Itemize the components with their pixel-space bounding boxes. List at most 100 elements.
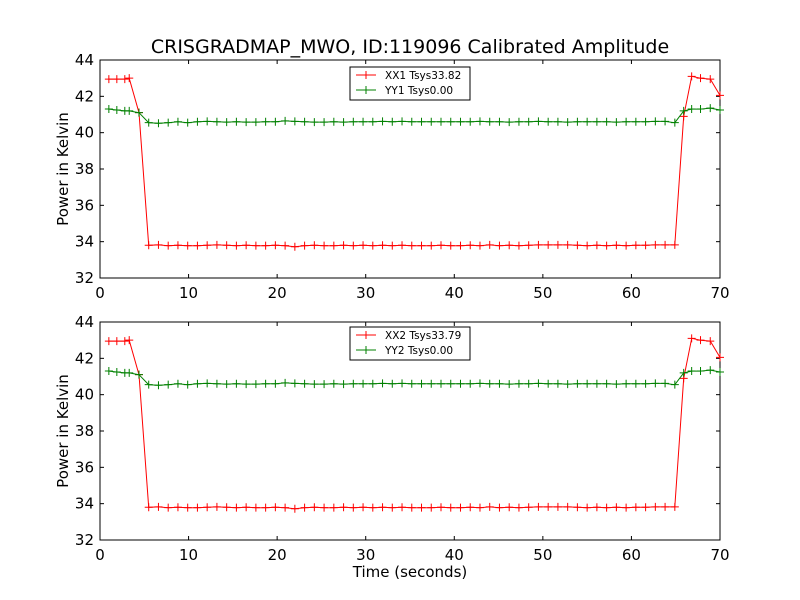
x-tick-label: 70 [710, 546, 729, 564]
data-point-marker [417, 379, 426, 388]
data-point-marker [232, 503, 241, 512]
data-point-marker [456, 379, 465, 388]
data-point-marker [125, 368, 134, 377]
data-point-marker [524, 241, 533, 250]
legend: XX1 Tsys33.82 YY1 Tsys0.00 [349, 66, 471, 101]
data-point-marker [573, 117, 582, 126]
data-point-marker [622, 379, 631, 388]
x-tick-label: 0 [95, 284, 105, 302]
data-point-marker [339, 503, 348, 512]
data-point-marker [271, 117, 280, 126]
data-point-marker [251, 118, 260, 127]
data-point-marker [456, 241, 465, 250]
legend-frame [349, 66, 471, 101]
data-point-marker [320, 380, 329, 389]
y-tick-label: 42 [75, 349, 94, 367]
data-point-marker [573, 379, 582, 388]
data-point-marker [651, 117, 660, 126]
data-point-marker [706, 337, 715, 346]
data-point-marker [154, 119, 163, 128]
x-tick-label: 70 [710, 284, 729, 302]
data-point-marker [144, 380, 153, 389]
data-point-marker [134, 370, 143, 379]
data-point-marker [563, 380, 572, 389]
data-point-marker [212, 379, 221, 388]
y-tick-label: 32 [75, 531, 94, 549]
data-point-marker [622, 117, 631, 126]
data-point-marker [651, 240, 660, 249]
data-point-marker [203, 241, 212, 250]
data-point-marker [427, 117, 436, 126]
data-point-marker [534, 379, 543, 388]
data-point-marker [242, 241, 251, 250]
data-point-marker [183, 503, 192, 512]
data-point-marker [706, 104, 715, 113]
data-point-marker [173, 241, 182, 250]
x-tick-label: 60 [622, 546, 641, 564]
data-point-marker [514, 117, 523, 126]
y-tick-label: 34 [75, 495, 94, 513]
data-point-marker [670, 502, 679, 511]
data-point-marker [173, 117, 182, 126]
x-tick-label: 50 [533, 546, 552, 564]
data-point-marker [696, 336, 705, 345]
data-point-marker [242, 380, 251, 389]
y-tick-label: 32 [75, 269, 94, 287]
y-tick-label: 40 [75, 386, 94, 404]
subplot-1: 0 10 20 30 40 50 60 70 32 34 36 38 40 42 44 Power in Ke… [54, 51, 730, 302]
data-point-marker [164, 503, 173, 512]
subplots: 0 10 20 30 40 50 60 70 32 34 36 38 40 42 44 Power in Ke… [54, 51, 730, 581]
data-point-marker [670, 118, 679, 127]
data-point-marker [417, 503, 426, 512]
data-point-marker [456, 117, 465, 126]
data-point-marker [203, 379, 212, 388]
data-point-marker [631, 117, 640, 126]
data-point-marker [661, 379, 670, 388]
data-point-marker [120, 337, 129, 346]
data-point-marker [427, 503, 436, 512]
data-point-marker [104, 75, 113, 84]
data-point-marker [670, 240, 679, 249]
data-point-marker [687, 72, 696, 81]
data-point-marker [300, 241, 309, 250]
series-line [108, 369, 721, 386]
x-tick-label: 10 [179, 546, 198, 564]
data-point-marker [183, 118, 192, 127]
data-point-marker [164, 241, 173, 250]
data-point-marker [339, 118, 348, 127]
data-point-marker [446, 241, 455, 250]
data-point-marker [378, 241, 387, 250]
data-point-marker [300, 503, 309, 512]
data-point-marker [602, 503, 611, 512]
data-point-marker [563, 502, 572, 511]
data-point-marker [112, 105, 121, 114]
data-point-marker [222, 241, 231, 250]
data-point-marker [679, 368, 688, 377]
data-point-marker [320, 503, 329, 512]
data-point-marker [466, 379, 475, 388]
y-tick-label: 44 [75, 313, 94, 331]
data-point-marker [388, 117, 397, 126]
data-point-marker [602, 241, 611, 250]
data-point-marker [349, 503, 358, 512]
data-point-marker [696, 74, 705, 83]
data-point-marker [261, 117, 270, 126]
data-point-marker [687, 367, 696, 376]
data-point-marker [271, 379, 280, 388]
data-point-marker [368, 503, 377, 512]
y-tick-label: 34 [75, 233, 94, 251]
data-point-marker [687, 105, 696, 114]
data-point-marker [583, 117, 592, 126]
data-point-marker [242, 503, 251, 512]
data-point-marker [583, 241, 592, 250]
data-point-marker [427, 241, 436, 250]
data-point-marker [534, 117, 543, 126]
data-point-marker [173, 379, 182, 388]
data-point-marker [417, 241, 426, 250]
data-point-marker [378, 117, 387, 126]
data-point-marker [622, 241, 631, 250]
data-point-marker [553, 117, 562, 126]
data-point-marker [144, 503, 153, 512]
y-axis-label: Power in Kelvin [54, 112, 72, 226]
